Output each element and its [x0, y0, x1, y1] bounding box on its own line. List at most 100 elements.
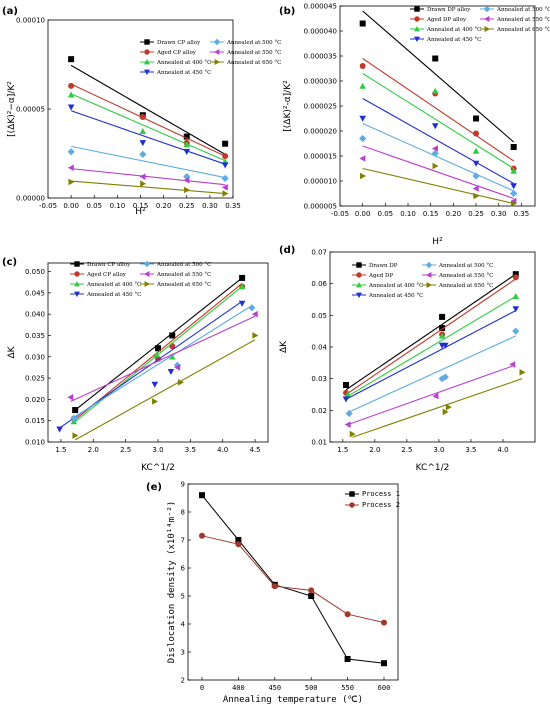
panel-e-y-tick-label: 2: [181, 677, 185, 685]
panel-b-series-5-point: [431, 149, 439, 158]
panel-a-x-tick-label: 0.00: [63, 202, 79, 210]
panel-a-legend-entry-6-label: Annealed at 550 °C: [226, 50, 281, 56]
panel-b-series-1-fit-line: [362, 10, 515, 143]
panel-a-x-tick-label: -0.05: [39, 202, 57, 210]
panel-b-y-tick-label: 0.000010: [304, 178, 337, 186]
panel-a-series-4-fit-line: [70, 110, 226, 165]
panel-b-legend-entry-5-label: Annealed at 500 °C: [496, 7, 550, 13]
panel-d-series-1-point: [512, 271, 519, 278]
panel-b-legend-entry-7-marker: [484, 26, 490, 32]
panel-c-legend-entry-2-label: Aged CP alloy: [86, 272, 127, 278]
panel-b-legend-entry-2-marker: [414, 16, 420, 22]
panel-e-y-tick-label: 6: [181, 565, 186, 573]
panel-c-series-4-point: [56, 426, 63, 433]
panel-d-legend-entry-4-label: Annealed at 450 °C: [368, 293, 423, 299]
panel-a-series-6-fit-line: [71, 168, 226, 186]
panel-b-x-tick-label: 0.15: [423, 210, 439, 218]
panel-c-legend-entry-7-marker: [144, 281, 150, 287]
panel-d-series-1-fit-line: [345, 273, 517, 391]
panel-d-legend-entry-5-label: Annealed at 500 °C: [438, 263, 493, 269]
panel-d-legend-entry-6-marker: [426, 272, 432, 278]
panel-b-y-tick-label: 0.000015: [304, 153, 337, 161]
panel-b-x-tick-label: -0.05: [331, 210, 349, 218]
panel-e-x-tick-label: 400: [232, 684, 245, 692]
panel-d-series-4-point: [512, 306, 520, 313]
panel-d-legend-entry-3-marker: [356, 282, 362, 288]
panel-c-y-tick-label: 0.030: [25, 353, 45, 361]
panel-a-legend-entry-2-label: Aged CP alloy: [156, 50, 197, 56]
panel-b-series-7-fit-line: [362, 167, 514, 205]
panel-a-legend-entry-7-marker: [214, 59, 220, 65]
panel-b-series-5-point: [359, 134, 367, 143]
panel-d-y-tick-label: 0.03: [311, 375, 327, 383]
panel-d-legend-entry-6-label: Annealed at 550 °C: [438, 273, 493, 279]
panel-e-legend-entry-1-marker: [349, 491, 355, 497]
panel-b-series-1-point: [473, 115, 480, 122]
panel-c-series-1-point: [239, 274, 246, 281]
panel-b-x-tick-label: 0.00: [355, 210, 371, 218]
panel-e-x-tick-label: 550: [341, 684, 354, 692]
panel-e-series-2-point: [344, 611, 351, 618]
panel-b-x-tick-label: 0.10: [400, 210, 416, 218]
panel-d-x-tick-label: 1.5: [337, 446, 348, 454]
panel-c-legend-entry-6-label: Annealed at 550 °C: [156, 272, 211, 278]
panel-c-legend-entry-4-label: Annealed at 450 °C: [86, 292, 141, 298]
panel-c-legend-entry-4-marker: [74, 291, 80, 297]
panel-b-x-tick-label: 0.05: [378, 210, 394, 218]
panel-b-y-tick-label: 0.000040: [304, 28, 337, 36]
panel-b-label: (b): [279, 6, 295, 17]
panel-c-legend-entry-6-marker: [144, 271, 150, 277]
panel-c-series-1-point: [155, 345, 161, 352]
panel-c-legend-entry-7-label: Annealed at 650 °C: [156, 282, 211, 288]
panel-b-series-1-point: [359, 20, 366, 27]
panel-a-legend-entry-3-label: Annealed at 400 °C: [156, 60, 211, 66]
panel-b-x-tick-label: 0.20: [446, 210, 462, 218]
panel-a-x-axis-label: H²: [135, 207, 146, 217]
panel-d-x-tick-label: 3.0: [433, 446, 444, 454]
panel-d-label: (d): [279, 245, 295, 256]
panel-e-y-tick-label: 3: [181, 649, 185, 657]
panel-b-y-tick-label: 0.000035: [304, 53, 337, 61]
panel-c-series-3-point: [153, 351, 161, 358]
panel-b-x-tick-label: 0.25: [468, 210, 484, 218]
panel-a-series-1-point: [68, 56, 75, 63]
panel-e-series-1-point: [235, 537, 242, 543]
panel-c-legend-entry-5-marker: [143, 260, 151, 268]
panel-c-y-tick-label: 0.040: [25, 311, 45, 319]
panel-b-legend-entry-6-marker: [484, 16, 490, 22]
panel-a-series-1-point: [222, 140, 229, 147]
panel-c-legend-entry-1-marker: [74, 261, 80, 267]
panel-d-series-5-point: [512, 327, 520, 335]
panel-a-series-6-point: [221, 184, 228, 191]
panel-b-series-7-point: [510, 200, 517, 207]
panel-b-legend-entry-5-marker: [483, 5, 491, 13]
panel-c-series-5-fit-line: [73, 305, 253, 418]
panel-d-series-3-fit-line: [347, 295, 517, 397]
panel-e-series-2-point: [308, 587, 315, 594]
panel-a-x-tick-label: 0.25: [179, 202, 195, 210]
panel-c-series-6-point: [67, 393, 74, 401]
panel-e-label: (e): [146, 482, 162, 493]
panel-b-series-1-point: [510, 144, 517, 150]
panel-a-series-4-point: [139, 140, 147, 147]
panel-c-label: (c): [2, 257, 17, 268]
panel-c-series-5-point: [70, 414, 78, 423]
panel-b-legend-entry-4-label: Annealed at 450 °C: [426, 37, 481, 43]
panel-a-label: (a): [2, 6, 18, 17]
panel-b-legend-entry-2-label: Aged DP alloy: [426, 17, 467, 23]
panel-d-legend-entry-5-marker: [425, 261, 433, 269]
panel-d-series-1-point: [439, 325, 446, 331]
panel-e-x-tick-label: 450: [268, 684, 281, 692]
panel-a-series-4-point: [67, 104, 75, 111]
panel-d-series-4-point: [342, 396, 350, 403]
panel-c-series-6-point: [174, 364, 181, 371]
panel-b-series-3-point: [359, 82, 366, 89]
panel-e-series-2-line: [201, 535, 385, 624]
panel-e-series-1-point: [344, 656, 351, 662]
panel-b-legend-entry-3-marker: [414, 26, 420, 32]
panel-a-series-4-point: [183, 149, 191, 156]
panel-c-y-tick-label: 0.045: [25, 289, 45, 297]
panel-c-x-tick-label: 4.5: [249, 446, 260, 454]
panel-d-series-7-point: [445, 403, 452, 411]
panel-b-frame: [339, 5, 536, 207]
